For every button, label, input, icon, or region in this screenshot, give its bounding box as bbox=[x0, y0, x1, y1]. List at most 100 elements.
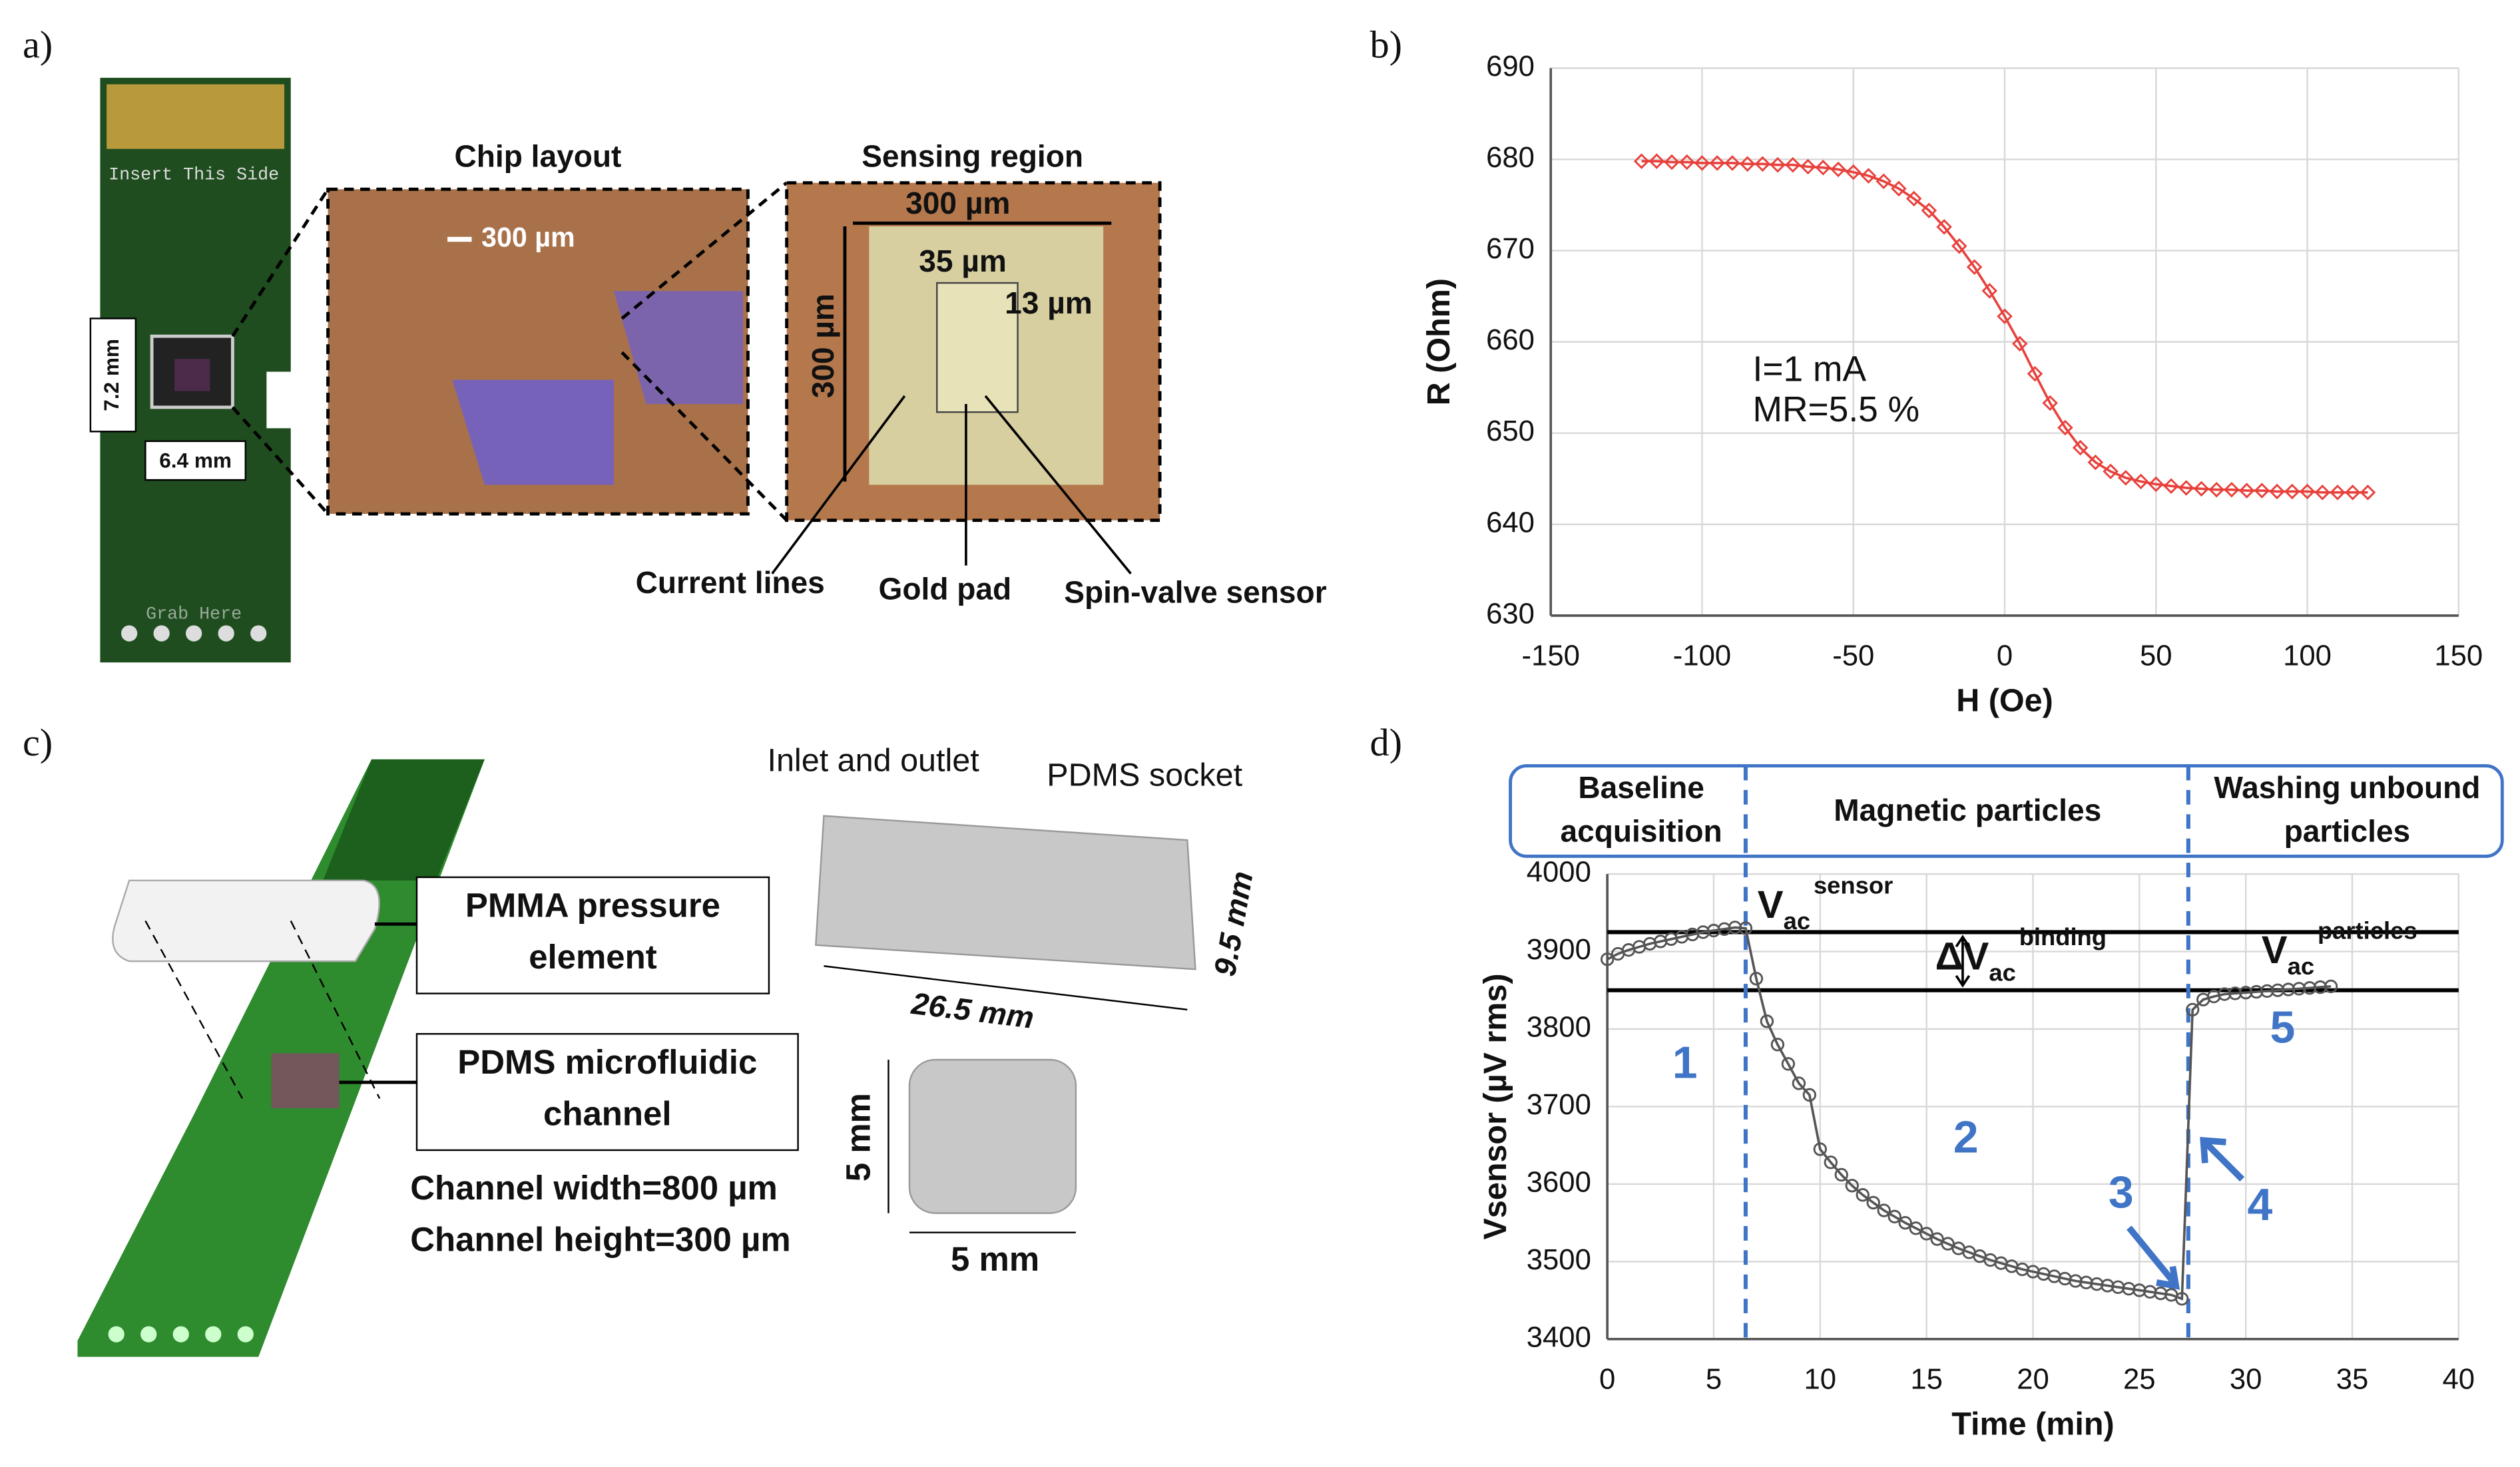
marker bbox=[1866, 1195, 1880, 1210]
data-line bbox=[1641, 160, 2368, 494]
y-tick-label: 3800 bbox=[1527, 1011, 1591, 1044]
pcb-photo bbox=[100, 77, 291, 663]
callout: PDMS socket bbox=[1047, 757, 1242, 793]
marker bbox=[1760, 1014, 1774, 1028]
dimension: 5 mm bbox=[840, 1093, 878, 1181]
marker bbox=[1830, 161, 1846, 178]
phase-label: Baseline bbox=[1578, 770, 1704, 805]
x-tick-label: 10 bbox=[1804, 1362, 1837, 1395]
x-tick-label: -50 bbox=[1832, 639, 1874, 672]
marker bbox=[1815, 160, 1832, 176]
marker bbox=[1633, 153, 1650, 169]
marker bbox=[2269, 483, 2285, 500]
x-tick-label: 30 bbox=[2230, 1362, 2262, 1395]
marker bbox=[1781, 1057, 1796, 1071]
pcb-text: Grab Here bbox=[146, 605, 242, 625]
marker bbox=[1891, 180, 1907, 197]
dimension: 300 µm bbox=[905, 186, 1010, 220]
x-tick-label: 35 bbox=[2336, 1362, 2369, 1395]
marker bbox=[1739, 156, 1756, 172]
marker bbox=[1813, 1142, 1828, 1156]
chip-region bbox=[452, 379, 614, 485]
y-tick-label: 4000 bbox=[1527, 856, 1591, 889]
x-tick-label: 20 bbox=[2017, 1362, 2049, 1395]
x-tick-label: 15 bbox=[1910, 1362, 1943, 1395]
level-sup: binding bbox=[2019, 923, 2107, 950]
level-symbol: V bbox=[1758, 883, 1784, 927]
panel-label: a) bbox=[23, 23, 53, 67]
level-sub: ac bbox=[1989, 958, 2015, 986]
level-sub: ac bbox=[1784, 907, 1810, 934]
x-tick-label: -100 bbox=[1673, 639, 1731, 672]
guide-line bbox=[144, 920, 244, 1099]
phase-box bbox=[1509, 764, 2504, 858]
marker bbox=[1951, 238, 1967, 254]
marker bbox=[2011, 335, 2028, 352]
label-box bbox=[89, 317, 137, 433]
pcb-text: Insert This Side bbox=[109, 166, 279, 186]
data-line bbox=[1607, 926, 2332, 1301]
annotation: MR=5.5 % bbox=[1753, 390, 1920, 429]
marker bbox=[2072, 439, 2089, 456]
phase-label: Magnetic particles bbox=[1834, 793, 2101, 827]
dimension: 6.4 mm bbox=[159, 449, 232, 473]
marker bbox=[1824, 1155, 1838, 1169]
dimension-line bbox=[824, 965, 1188, 1011]
y-tick-label: 640 bbox=[1486, 506, 1535, 538]
marker bbox=[2178, 480, 2194, 496]
x-tick-label: 0 bbox=[1599, 1362, 1615, 1395]
x-tick-label: -150 bbox=[1522, 639, 1580, 672]
guide-line bbox=[290, 920, 381, 1099]
x-tick-label: 25 bbox=[2123, 1362, 2156, 1395]
marker bbox=[1648, 153, 1665, 169]
marker bbox=[2314, 485, 2331, 501]
label-box bbox=[144, 440, 247, 481]
label-box bbox=[415, 1033, 799, 1152]
y-tick-label: 3600 bbox=[1527, 1165, 1591, 1198]
level-symbol: V bbox=[2262, 929, 2288, 972]
marker bbox=[1600, 952, 1615, 966]
callout: Inlet and outlet bbox=[767, 742, 979, 778]
x-tick-label: 5 bbox=[1706, 1362, 1722, 1395]
phase-label: particles bbox=[2284, 814, 2411, 849]
marker bbox=[1919, 1227, 1933, 1241]
zoom-line bbox=[231, 188, 330, 337]
marker bbox=[1966, 259, 1983, 275]
marker bbox=[2175, 1292, 2189, 1306]
step-number: 5 bbox=[2270, 1002, 2295, 1052]
step-number: 4 bbox=[2247, 1180, 2272, 1230]
marker bbox=[2042, 395, 2058, 411]
x-tick-label: 40 bbox=[2443, 1362, 2475, 1395]
marker bbox=[1898, 1215, 1912, 1230]
marker bbox=[1981, 283, 1998, 299]
x-tick-label: 150 bbox=[2434, 639, 2483, 672]
dimension: 5 mm bbox=[951, 1240, 1039, 1278]
marker bbox=[1802, 1088, 1817, 1102]
callout-line bbox=[984, 395, 1132, 574]
y-tick-label: 690 bbox=[1486, 50, 1535, 83]
y-tick-label: 3500 bbox=[1527, 1243, 1591, 1276]
y-axis-label: R (Ohm) bbox=[1421, 278, 1457, 405]
annotation: I=1 mA bbox=[1753, 350, 1867, 389]
image-title: Chip layout bbox=[455, 138, 622, 173]
x-tick-label: 100 bbox=[2283, 639, 2332, 672]
marker bbox=[1909, 1221, 1923, 1235]
zoom-line bbox=[621, 181, 788, 320]
panel-label: c) bbox=[23, 721, 53, 764]
y-tick-label: 670 bbox=[1486, 232, 1535, 265]
marker bbox=[1770, 156, 1786, 173]
marker bbox=[1792, 1076, 1806, 1090]
step-number: 1 bbox=[1672, 1038, 1698, 1088]
y-tick-label: 680 bbox=[1486, 141, 1535, 174]
marker bbox=[1785, 156, 1801, 173]
marker bbox=[2193, 481, 2210, 497]
x-axis-label: Time (min) bbox=[1951, 1406, 2114, 1442]
callout: PDMS microfluidic bbox=[457, 1043, 757, 1081]
socket-render bbox=[814, 815, 1196, 970]
marker bbox=[1664, 154, 1680, 170]
marker bbox=[2186, 1002, 2200, 1017]
callout: element bbox=[529, 938, 657, 976]
level-sub: ac bbox=[2288, 952, 2314, 979]
level-sup: sensor bbox=[1814, 871, 1893, 899]
callout-line bbox=[771, 395, 906, 574]
